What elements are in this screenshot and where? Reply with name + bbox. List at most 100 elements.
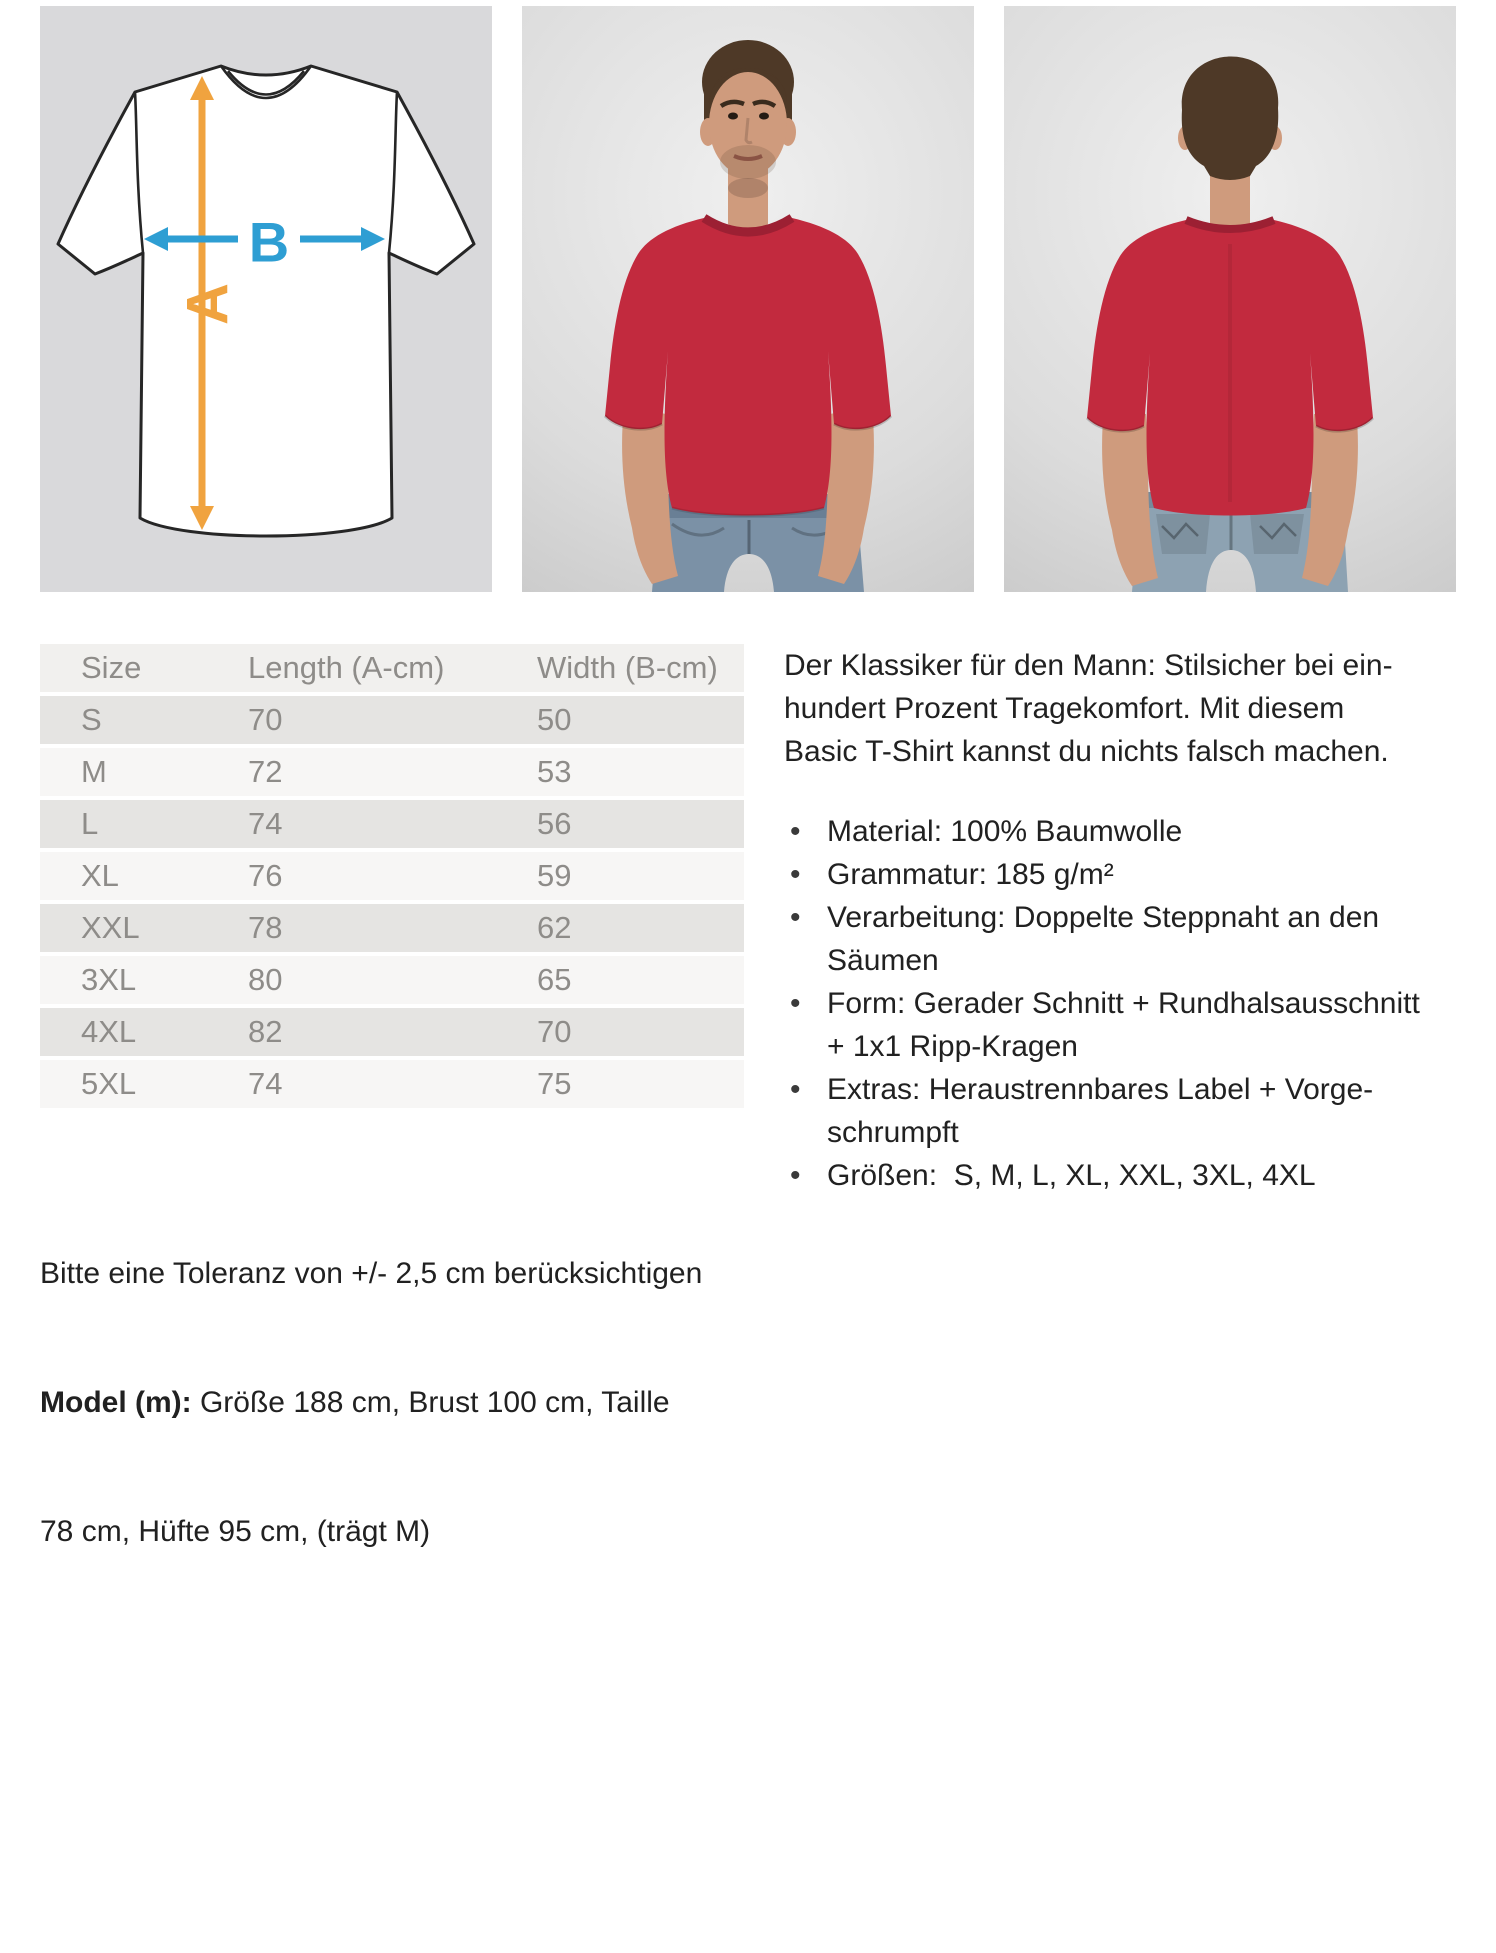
length-cell: 70 — [212, 696, 500, 748]
width-cell: 75 — [500, 1060, 744, 1112]
bullet-line: + 1x1 Ripp-Kragen — [827, 1030, 1078, 1063]
bullet-line: Material: 100% Baumwolle — [827, 815, 1183, 848]
bullet-line: Größen: S, M, L, XL, XXL, 3XL, 4XL — [827, 1159, 1316, 1192]
table-row: XL 76 59 — [40, 852, 744, 904]
measure-b-label: B — [249, 211, 289, 274]
description-bullets: • Material: 100% Baumwolle • Grammatur: 185… — [784, 810, 1496, 1197]
size-column-header: Size — [40, 644, 212, 696]
bullet-item: • Material: 100% Baumwolle — [784, 810, 1496, 853]
bullet-dot: • — [790, 858, 801, 891]
size-chart-column: Size Length (A-cm) Width (B-cm) S 70 50 M 72… — [40, 644, 744, 1639]
bullet-item: • Grammatur: 185 g/m² — [784, 853, 1496, 896]
model-back-photo[interactable] — [1004, 6, 1456, 592]
bullet-item: • Verarbeitung: Doppelte Steppnaht an den… — [784, 896, 1496, 982]
size-cell: S — [40, 696, 212, 748]
bullet-line: Verarbeitung: Doppelte Steppnaht an den — [827, 901, 1380, 934]
bullet-line: Form: Gerader Schnitt + Rundhalsausschni… — [827, 987, 1420, 1020]
model-note: Model (m): Größe 188 cm, Brust 100 cm, T… — [40, 1381, 744, 1424]
model-note-text: Größe 188 cm, Brust 100 cm, Taille — [191, 1386, 670, 1419]
bullet-dot: • — [790, 815, 801, 848]
product-info-section: Size Length (A-cm) Width (B-cm) S 70 50 M 72… — [0, 644, 1496, 1639]
product-description: Der Klassiker für den Mann: Stilsicher b… — [784, 644, 1496, 1197]
intro-line: Der Klassiker für den Mann: Stilsicher b… — [784, 649, 1393, 682]
size-table-body: S 70 50 M 72 53 L 74 56 XL 76 59 XXL 78 62 3XL 80 65 4XL 82… — [40, 696, 744, 1112]
bullet-item: • Form: Gerader Schnitt + Rundhalsausschn… — [784, 982, 1496, 1068]
bullet-dot: • — [790, 1159, 801, 1192]
size-cell: XL — [40, 852, 212, 904]
tshirt-front — [603, 214, 893, 517]
intro-line: Basic T-Shirt kannst du nichts falsch ma… — [784, 735, 1389, 768]
model-back-illustration — [1085, 56, 1375, 592]
length-column-header: Length (A-cm) — [212, 644, 500, 696]
size-table-header-row: Size Length (A-cm) Width (B-cm) — [40, 644, 744, 696]
length-cell: 74 — [212, 800, 500, 852]
model-note-label: Model (m): — [40, 1386, 192, 1419]
arms-back — [1102, 406, 1358, 586]
right-eyebrow — [752, 99, 777, 108]
width-cell: 65 — [500, 956, 744, 1008]
size-cell: 4XL — [40, 1008, 212, 1060]
bullet-line: Säumen — [827, 944, 939, 977]
width-cell: 56 — [500, 800, 744, 852]
size-cell: M — [40, 748, 212, 800]
table-row: XXL 78 62 — [40, 904, 744, 956]
left-eye — [728, 112, 738, 120]
bullet-item: • Größen: S, M, L, XL, XXL, 3XL, 4XL — [784, 1154, 1496, 1197]
bullet-line: Extras: Heraustrennbares Label + Vorge- — [827, 1073, 1374, 1106]
left-eyebrow — [719, 99, 745, 108]
width-cell: 59 — [500, 852, 744, 904]
bullet-dot: • — [790, 901, 801, 934]
table-row: S 70 50 — [40, 696, 744, 748]
bullet-item: • Extras: Heraustrennbares Label + Vorge-… — [784, 1068, 1496, 1154]
collar-inner-line — [226, 70, 306, 96]
left-sleeve-seam — [133, 91, 145, 254]
length-cell: 82 — [212, 1008, 500, 1060]
size-cell: L — [40, 800, 212, 852]
product-images-row: A B — [0, 0, 1496, 592]
width-cell: 62 — [500, 904, 744, 956]
table-row: 4XL 82 70 — [40, 1008, 744, 1060]
right-sleeve-seam — [387, 91, 399, 254]
intro-line: hundert Prozent Tragekomfort. Mit diesem — [784, 692, 1345, 725]
size-table: Size Length (A-cm) Width (B-cm) S 70 50 M 72… — [40, 644, 744, 1112]
length-cell: 76 — [212, 852, 500, 904]
description-intro: Der Klassiker für den Mann: Stilsicher b… — [784, 644, 1496, 773]
length-cell: 74 — [212, 1060, 500, 1112]
model-front-illustration — [603, 40, 893, 592]
model-front-photo[interactable] — [522, 6, 974, 592]
size-cell: 5XL — [40, 1060, 212, 1112]
table-row: 5XL 74 75 — [40, 1060, 744, 1112]
width-cell: 53 — [500, 748, 744, 800]
face — [709, 72, 787, 176]
tolerance-note: Bitte eine Toleranz von +/- 2,5 cm berüc… — [40, 1257, 703, 1290]
tshirt-back — [1085, 216, 1375, 516]
right-eye — [759, 112, 769, 120]
bullet-dot: • — [790, 1073, 801, 1106]
table-row: L 74 56 — [40, 800, 744, 852]
nose — [744, 117, 753, 145]
size-diagram-image[interactable]: A B — [40, 6, 492, 592]
collar-outer-line — [219, 65, 313, 100]
arms-front — [622, 406, 874, 584]
model-note-continued: 78 cm, Hüfte 95 cm, (trägt M) — [40, 1515, 431, 1548]
size-cell: XXL — [40, 904, 212, 956]
tshirt-measurement-diagram: A B — [56, 64, 476, 538]
size-cell: 3XL — [40, 956, 212, 1008]
mouth — [733, 154, 763, 161]
bullet-line: Grammatur: 185 g/m² — [827, 858, 1114, 891]
length-cell: 80 — [212, 956, 500, 1008]
stubble — [720, 145, 776, 179]
table-row: M 72 53 — [40, 748, 744, 800]
hair-back — [1181, 56, 1279, 180]
bullet-dot: • — [790, 987, 801, 1020]
width-arrow-b: B — [144, 211, 385, 274]
tshirt-outline — [56, 64, 476, 538]
bullet-line: schrumpft — [827, 1116, 959, 1149]
measure-a-label: A — [176, 283, 241, 325]
head-back — [1178, 56, 1282, 180]
length-cell: 72 — [212, 748, 500, 800]
size-notes: Bitte eine Toleranz von +/- 2,5 cm berüc… — [40, 1166, 744, 1639]
width-cell: 70 — [500, 1008, 744, 1060]
table-row: 3XL 80 65 — [40, 956, 744, 1008]
width-column-header: Width (B-cm) — [500, 644, 744, 696]
